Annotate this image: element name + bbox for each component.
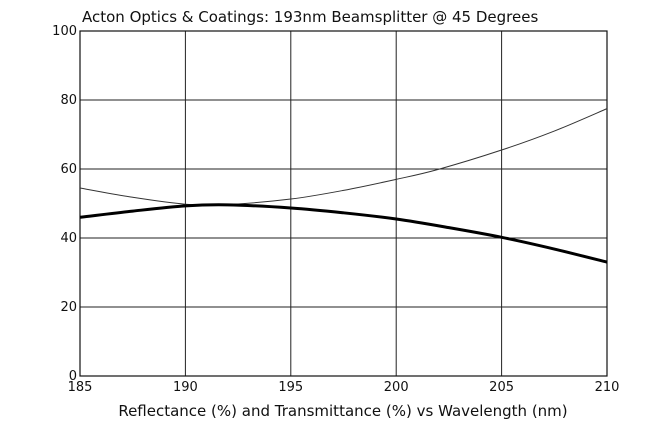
plot-frame	[79, 30, 608, 377]
x-tick-label: 190	[173, 380, 198, 395]
x-tick-label: 210	[595, 380, 620, 395]
series-line-thin	[79, 108, 608, 206]
y-tick-label: 40	[60, 231, 77, 246]
x-tick-label: 185	[68, 380, 93, 395]
y-tick-label: 20	[60, 300, 77, 315]
y-tick-label: 80	[60, 93, 77, 108]
x-axis-label: Reflectance (%) and Transmittance (%) vs…	[118, 402, 567, 420]
y-tick-label: 0	[69, 369, 77, 384]
x-tick-label: 200	[384, 380, 409, 395]
chart-title: Acton Optics & Coatings: 193nm Beamsplit…	[82, 8, 538, 26]
y-tick-label: 60	[60, 162, 77, 177]
series-line-thick	[79, 203, 608, 264]
x-tick-label: 195	[278, 380, 303, 395]
y-tick-label: 100	[52, 24, 77, 39]
x-tick-label: 205	[489, 380, 514, 395]
